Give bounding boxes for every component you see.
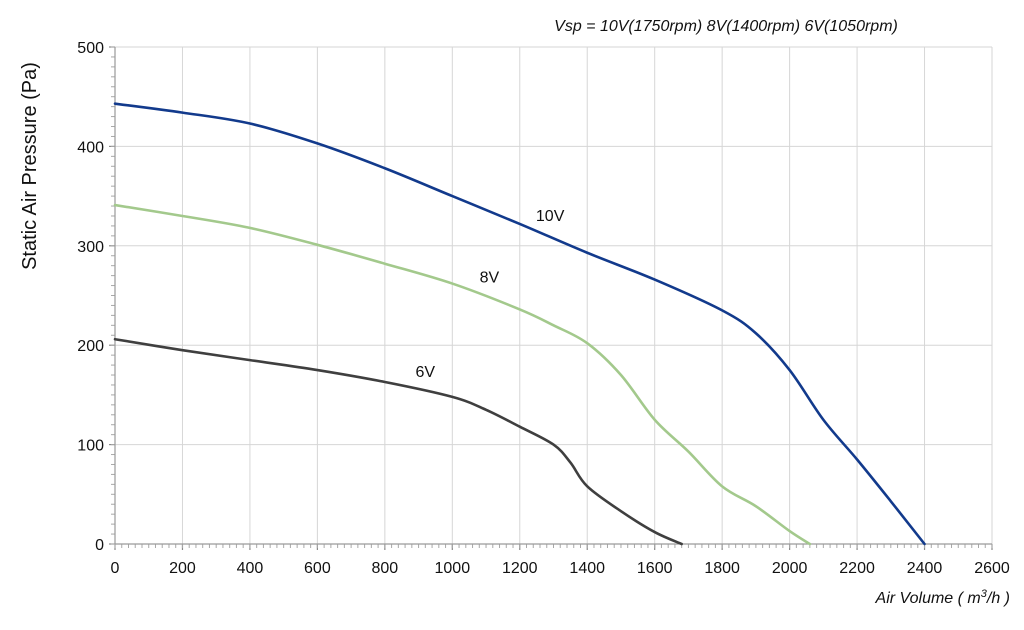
- series-label-8v: 8V: [480, 270, 500, 287]
- header-note: Vsp = 10V(1750rpm) 8V(1400rpm) 6V(1050rp…: [554, 18, 898, 35]
- y-tick-label: 500: [77, 40, 104, 57]
- y-axis-title: Static Air Pressure (Pa): [19, 62, 41, 270]
- series-label-6v: 6V: [416, 364, 436, 381]
- labels: 10V 8V 6V: [416, 208, 565, 381]
- x-tick-label: 200: [169, 560, 196, 577]
- x-axis-title: Air Volume ( m3/h ): [875, 588, 1010, 607]
- x-axis-title-superscript: 3: [981, 588, 988, 600]
- x-tick-label: 2200: [839, 560, 875, 577]
- series-line-10v: [113, 102, 926, 546]
- x-axis-title-prefix: Air Volume ( m: [875, 590, 981, 607]
- y-tick-label: 200: [77, 338, 104, 355]
- series-lines: [113, 102, 926, 546]
- x-tick-label: 0: [111, 560, 120, 577]
- x-tick-label: 2000: [772, 560, 808, 577]
- series-line-6v: [113, 337, 683, 546]
- y-tick-label: 300: [77, 239, 104, 256]
- series-label-10v: 10V: [536, 208, 565, 225]
- x-tick-label: 1000: [435, 560, 471, 577]
- x-tick-label: 1600: [637, 560, 673, 577]
- x-tick-label: 1800: [704, 560, 740, 577]
- x-axis-title-suffix: /h ): [986, 590, 1010, 607]
- x-tick-label: 800: [371, 560, 398, 577]
- x-tick-label: 1200: [502, 560, 538, 577]
- x-tick-label: 600: [304, 560, 331, 577]
- x-tick-label: 400: [237, 560, 264, 577]
- series-line-8v: [113, 203, 812, 546]
- x-tick-label: 2600: [974, 560, 1010, 577]
- axes: 0 200 400 600 800 1000 1200 1400 1600 1800 2000 220…: [77, 40, 1010, 577]
- y-tick-label: 400: [77, 139, 104, 156]
- x-tick-label: 1400: [569, 560, 605, 577]
- y-tick-label: 0: [95, 537, 104, 554]
- y-tick-label: 100: [77, 438, 104, 455]
- x-tick-label: 2400: [907, 560, 943, 577]
